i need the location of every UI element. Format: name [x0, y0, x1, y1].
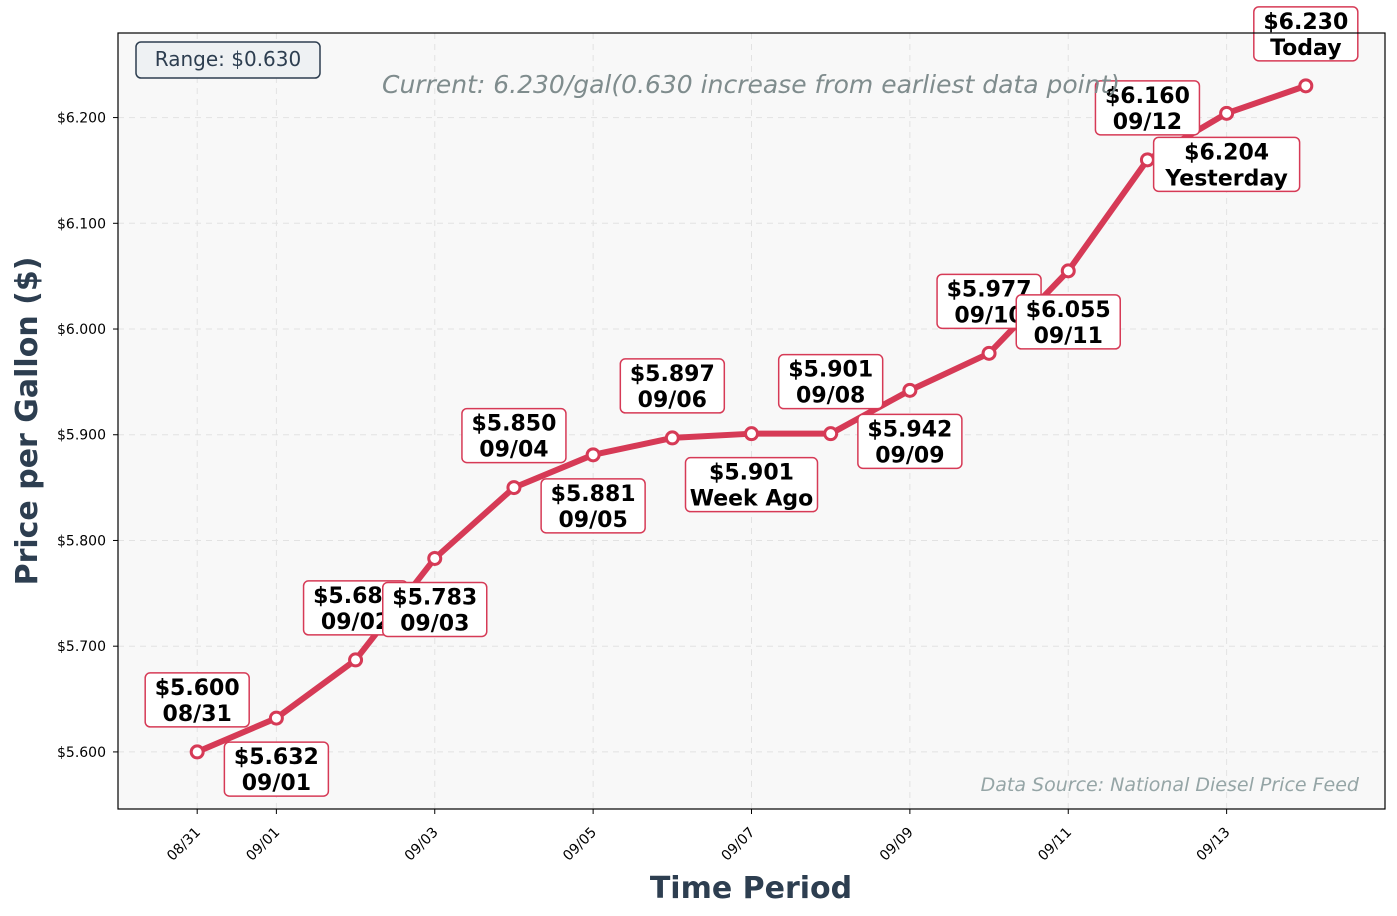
x-tick-label: 09/11 [1035, 825, 1075, 865]
annotation-label: 08/31 [163, 702, 232, 727]
data-point-marker [823, 426, 839, 442]
y-axis-label: Price per Gallon ($) [10, 257, 45, 586]
current-price-note: Current: 6.230/gal(0.630 increase from e… [382, 70, 1120, 99]
range-badge: Range: $0.630 [135, 41, 321, 79]
annotation-label: 09/06 [638, 388, 707, 413]
y-tick-label: $5.700 [57, 639, 106, 655]
annotation-box [1152, 136, 1301, 193]
annotation-label: 09/01 [242, 771, 311, 796]
y-tick-label: $5.600 [57, 745, 106, 761]
annotation-box [540, 478, 646, 534]
annotation-label: 09/05 [558, 508, 627, 533]
annotation-box [461, 407, 567, 464]
annotation-label: 09/08 [796, 384, 865, 409]
data-point-marker [506, 480, 522, 496]
data-point-marker [744, 426, 759, 442]
x-tick-label: 09/07 [718, 825, 758, 865]
data-point-marker [1219, 105, 1235, 121]
y-tick-label: $6.100 [57, 216, 106, 232]
annotation-box [382, 581, 488, 638]
range-badge-text: Range: $0.630 [155, 47, 301, 71]
annotation-label: Week Ago [690, 487, 814, 512]
grid-lines [118, 33, 1385, 809]
data-point-marker [1060, 263, 1076, 279]
data-point-marker [268, 710, 284, 726]
annotation-label: 09/12 [1113, 110, 1182, 135]
x-axis-ticks: 08/31 09/01 09/03 09/05 09/07 09/09 09/11 09/13 [164, 809, 1233, 864]
y-tick-label: $6.000 [57, 322, 106, 338]
data-point-marker [1298, 78, 1314, 94]
annotation-price: $5.901 [788, 358, 873, 383]
annotation-price: $6.204 [1184, 140, 1269, 165]
annotation-price: $5.632 [234, 745, 319, 770]
x-tick-label: 09/05 [560, 825, 600, 865]
annotation-box [1253, 6, 1359, 62]
x-axis-label: Time Period [650, 871, 852, 906]
annotation-label: Yesterday [1164, 166, 1287, 191]
y-axis-ticks: $5.600 $5.700 $5.800 $5.900 $6.000 $6.100 $6.2… [57, 111, 118, 761]
data-point-marker [348, 652, 364, 668]
annotation-box [684, 456, 819, 513]
annotation-box [777, 353, 884, 410]
data-point-marker [427, 550, 443, 566]
data-point-marker [1139, 152, 1155, 168]
y-tick-label: $6.200 [57, 111, 106, 127]
data-point-marker [902, 382, 918, 398]
annotation-price: $6.230 [1263, 10, 1348, 35]
annotation-price: $6.160 [1105, 84, 1190, 109]
annotation-label: 09/03 [400, 611, 469, 636]
data-point-marker [664, 430, 680, 446]
annotation-price: $5.897 [630, 362, 715, 387]
annotation-label: 09/11 [1034, 324, 1103, 349]
annotation-box [1015, 294, 1121, 350]
y-tick-label: $5.800 [57, 533, 106, 549]
annotation-label: Today [1270, 36, 1341, 61]
y-tick-label: $5.900 [57, 428, 106, 444]
x-tick-label: 09/03 [402, 825, 442, 865]
annotation-price: $5.942 [867, 417, 952, 442]
data-point-marker [585, 447, 601, 463]
data-point-marker [981, 345, 997, 361]
annotation-box [1094, 80, 1201, 136]
x-tick-label: 09/09 [877, 825, 917, 865]
annotation-box [619, 358, 726, 414]
annotation-price: $5.901 [709, 461, 794, 486]
x-tick-label: 09/13 [1194, 825, 1234, 865]
annotation-price: $5.850 [471, 412, 556, 437]
annotation-label: 09/04 [479, 438, 548, 463]
data-source-note: Data Source: National Diesel Price Feed [981, 774, 1360, 796]
point-annotations: $5.60008/31$5.63209/01$5.68709/02$5.7830… [144, 6, 1359, 797]
annotation-price: $6.055 [1026, 298, 1111, 323]
annotation-price: $5.881 [551, 482, 636, 507]
annotation-label: 09/10 [954, 303, 1023, 328]
annotation-label: 09/02 [321, 610, 390, 635]
annotation-price: $5.600 [155, 676, 240, 701]
data-point-marker [189, 744, 205, 760]
annotation-price: $5.783 [392, 585, 477, 610]
annotation-box [857, 413, 963, 470]
annotation-box [223, 741, 330, 797]
annotation-box [144, 672, 250, 728]
annotation-label: 09/09 [875, 443, 944, 468]
x-tick-label: 09/01 [243, 825, 283, 865]
x-tick-label: 08/31 [164, 825, 204, 865]
